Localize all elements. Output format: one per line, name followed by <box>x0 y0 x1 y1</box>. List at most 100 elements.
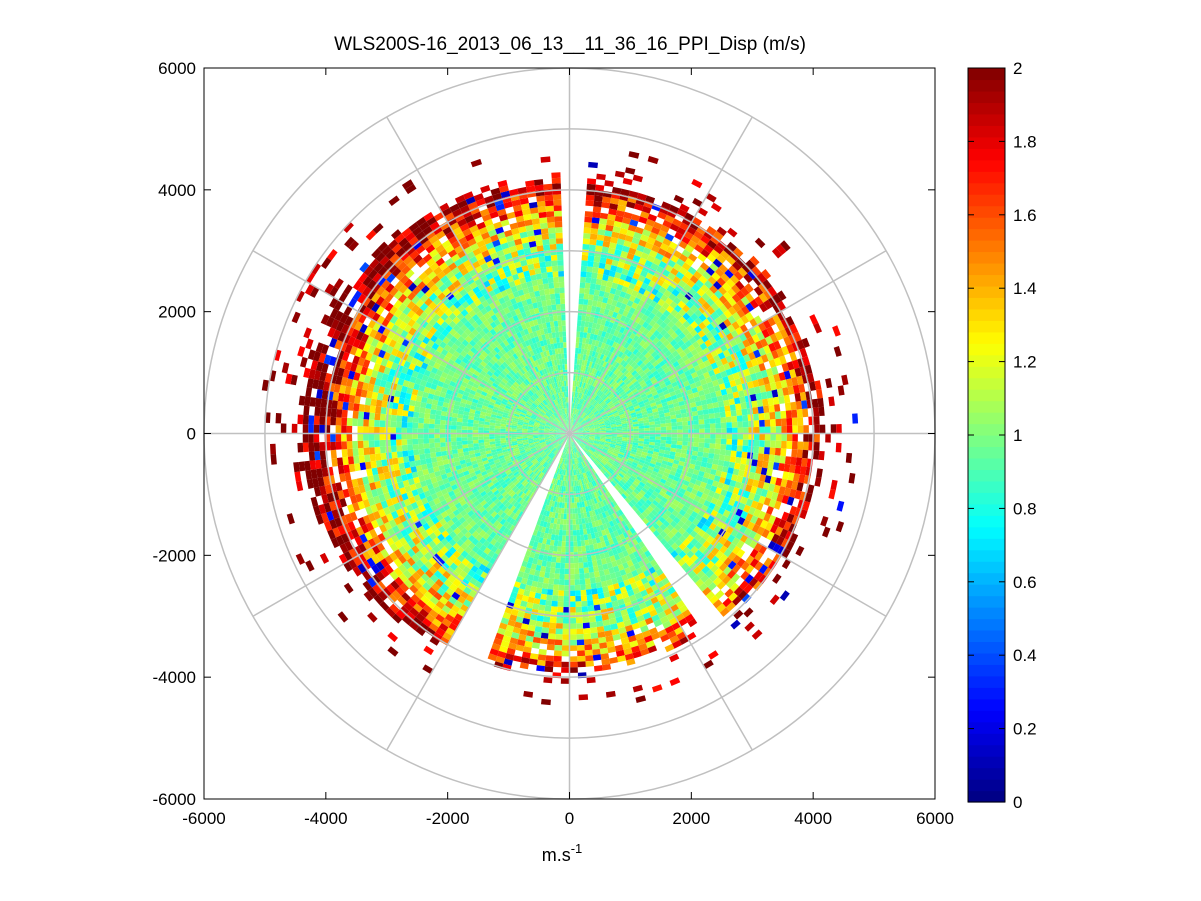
scan-cell <box>590 406 595 412</box>
scan-cell <box>615 343 621 350</box>
scan-cell <box>620 340 627 347</box>
scan-cell <box>814 433 820 443</box>
scan-cell <box>571 419 573 425</box>
scan-cell <box>660 321 668 329</box>
scan-cell <box>678 308 687 317</box>
scan-cell <box>574 421 579 427</box>
scan-cell <box>601 201 611 209</box>
scan-cell <box>710 328 718 337</box>
scan-cell <box>601 403 607 408</box>
scan-cell <box>728 461 736 469</box>
scan-cell <box>720 444 727 450</box>
scan-cell <box>553 545 558 552</box>
scan-cell <box>569 628 577 635</box>
scan-cell <box>692 341 700 349</box>
scan-cell <box>652 322 660 330</box>
scan-cell <box>693 333 702 342</box>
scan-cell <box>654 439 661 444</box>
scan-cell <box>578 557 584 563</box>
scan-cell <box>770 419 776 427</box>
scan-cell <box>602 367 607 374</box>
scan-cell <box>678 266 688 276</box>
scan-cell <box>594 665 603 672</box>
scan-cell <box>651 244 660 253</box>
scan-cell <box>791 449 798 458</box>
scan-cell <box>676 208 687 218</box>
scan-cell <box>736 318 745 327</box>
scan-cell <box>591 408 597 413</box>
scan-cell <box>772 303 782 314</box>
scan-cell <box>590 582 597 590</box>
scan-cell <box>673 296 682 305</box>
scan-cell <box>653 221 663 230</box>
scan-cell <box>742 445 749 453</box>
scan-cell <box>818 451 825 461</box>
scan-cell <box>770 433 776 441</box>
scan-cell <box>630 314 638 322</box>
scan-cell <box>583 394 587 401</box>
scan-cell <box>721 428 727 434</box>
scan-cell <box>576 397 579 404</box>
scan-cell <box>627 224 637 232</box>
scan-cell <box>775 426 782 434</box>
scan-cell <box>609 242 617 250</box>
scan-cell <box>553 584 559 591</box>
scan-cell <box>643 224 653 232</box>
scan-cell <box>745 259 756 270</box>
scan-cell <box>677 300 686 309</box>
scan-cell <box>613 400 620 406</box>
scan-cell <box>731 293 741 303</box>
scan-cell <box>684 358 692 366</box>
scan-cell <box>608 208 617 216</box>
scan-cell <box>688 253 698 262</box>
scan-cell <box>751 459 758 467</box>
scan-cell <box>639 379 646 386</box>
scan-cell <box>591 588 598 595</box>
scan-cell <box>678 332 686 340</box>
scan-cell <box>569 634 577 640</box>
scan-cell <box>577 348 582 354</box>
scan-cell <box>697 239 707 249</box>
scan-cell <box>674 312 683 321</box>
scan-cell <box>591 407 596 412</box>
scan-cell <box>616 238 625 246</box>
scan-cell <box>825 433 831 443</box>
scan-cell <box>577 416 582 422</box>
scan-cell <box>683 380 690 387</box>
scan-cell <box>582 304 588 311</box>
scan-cell <box>619 326 626 334</box>
scan-cell <box>621 383 627 389</box>
scan-cell <box>549 617 557 624</box>
scan-cell <box>621 375 628 382</box>
scan-cell <box>613 306 621 314</box>
scan-cell <box>569 596 576 602</box>
scan-cell <box>584 417 590 422</box>
scan-cell <box>573 391 576 398</box>
scan-cell <box>693 270 703 280</box>
scan-cell <box>636 398 643 403</box>
scan-cell <box>672 218 682 227</box>
scan-cell <box>617 357 624 364</box>
scan-cell <box>632 254 641 263</box>
scan-cell <box>777 290 787 301</box>
scan-cell <box>577 315 582 321</box>
scan-cell <box>599 307 606 314</box>
scan-cell <box>599 372 605 379</box>
scan-cell <box>585 418 591 423</box>
scan-cell <box>622 429 628 432</box>
scan-cell <box>653 394 660 400</box>
scan-cell <box>684 340 693 348</box>
scan-cell <box>620 303 627 310</box>
scan-cell <box>594 284 601 291</box>
scan-cell <box>589 288 595 295</box>
scan-cell <box>726 427 733 434</box>
scan-cell <box>731 421 738 428</box>
scan-cell <box>647 354 654 362</box>
scan-cell <box>660 436 667 441</box>
scan-cell <box>803 425 809 434</box>
scan-cell <box>725 449 732 457</box>
scan-cell <box>590 416 596 420</box>
scan-cell <box>813 407 820 417</box>
scan-cell <box>727 306 737 316</box>
scan-cell <box>662 376 670 383</box>
